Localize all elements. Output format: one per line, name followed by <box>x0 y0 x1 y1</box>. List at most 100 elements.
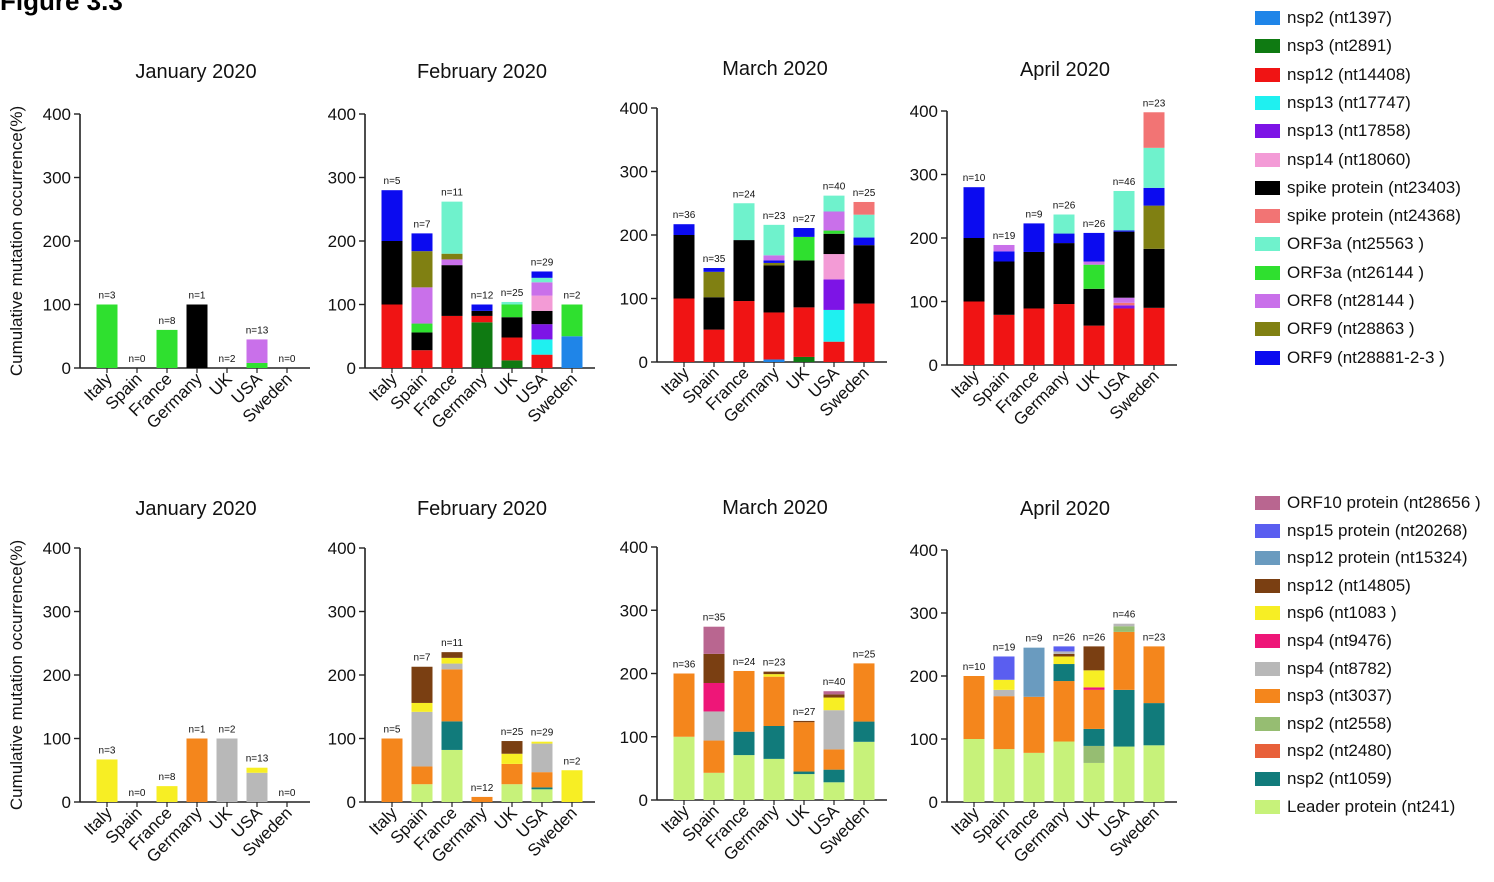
bar-segment <box>441 657 463 664</box>
n-label: n=26 <box>1083 632 1106 643</box>
bar-segment <box>673 235 695 299</box>
legend-swatch <box>1255 265 1280 280</box>
bar-segment <box>1083 288 1105 326</box>
bar-segment <box>1053 741 1075 802</box>
bar-segment <box>853 237 875 246</box>
y-axis-label: Cumulative mutation occurrence(%) <box>7 540 26 810</box>
n-label: n=23 <box>1143 632 1166 643</box>
y-tick-label: 300 <box>328 603 356 622</box>
y-tick-label: 200 <box>910 229 938 248</box>
bar-segment <box>441 749 463 802</box>
bar-segment <box>703 329 725 362</box>
n-label: n=11 <box>441 638 463 649</box>
y-tick-label: 0 <box>347 359 356 378</box>
bar-segment <box>673 673 695 737</box>
bar-segment <box>853 214 875 238</box>
bar-segment <box>531 787 553 790</box>
bar-segment <box>853 741 875 800</box>
y-tick-label: 300 <box>910 166 938 185</box>
bar-segment <box>703 653 725 683</box>
y-tick-label: 200 <box>620 665 648 684</box>
y-tick-label: 400 <box>620 99 648 118</box>
bar-segment <box>501 741 523 754</box>
bar-segment <box>411 332 433 351</box>
n-label: n=24 <box>733 189 756 200</box>
bar-segment <box>531 772 553 788</box>
panel-title: January 2020 <box>135 498 256 520</box>
y-tick-label: 400 <box>328 539 356 558</box>
y-tick-label: 100 <box>43 296 71 315</box>
bar-segment <box>411 702 433 712</box>
bar-segment <box>1113 308 1135 365</box>
bar-segment <box>763 255 785 261</box>
bar-segment <box>823 254 845 280</box>
legend-label: nsp3 (nt3037) <box>1287 686 1392 706</box>
y-tick-label: 0 <box>62 359 71 378</box>
y-tick-label: 400 <box>620 538 648 557</box>
bar-segment <box>823 211 845 231</box>
bar-segment <box>1143 307 1165 365</box>
legend-label: ORF3a (nt25563 ) <box>1287 234 1425 254</box>
bar-segment <box>703 297 725 330</box>
bar-segment <box>186 304 208 368</box>
n-label: n=24 <box>733 657 756 668</box>
legend-swatch <box>1255 39 1280 54</box>
bar-segment <box>471 796 493 802</box>
panel-title: January 2020 <box>135 61 256 83</box>
bar-segment <box>1143 248 1165 308</box>
bar-segment <box>561 304 583 337</box>
legend-swatch <box>1255 523 1280 538</box>
bar-segment <box>411 323 433 333</box>
bar-segment <box>763 674 785 677</box>
n-label: n=8 <box>159 772 176 783</box>
bar-segment <box>501 753 523 764</box>
legend-label: ORF10 protein (nt28656 ) <box>1287 493 1481 512</box>
bar-segment <box>673 224 695 235</box>
bar-segment <box>793 260 815 308</box>
bar-segment <box>381 738 403 802</box>
bar-segment <box>1113 305 1135 309</box>
legend-swatch <box>1255 350 1280 365</box>
n-label: n=5 <box>384 176 401 187</box>
bar-segment <box>993 656 1015 680</box>
bar-segment <box>246 362 268 368</box>
bar-segment <box>1083 687 1105 690</box>
n-label: n=0 <box>129 788 146 799</box>
legend-label: nsp6 (nt1083 ) <box>1287 603 1397 623</box>
bar-segment <box>561 770 583 802</box>
legend-label: spike protein (nt24368) <box>1287 206 1461 226</box>
bar-segment <box>531 354 553 368</box>
legend-label: nsp2 (nt1397) <box>1287 8 1392 27</box>
bar-segment <box>96 759 118 802</box>
bar-segment <box>703 711 725 741</box>
bar-segment <box>1053 646 1075 652</box>
n-label: n=36 <box>673 210 696 221</box>
bar-segment <box>531 743 553 773</box>
legend-swatch <box>1255 744 1280 759</box>
bar-segment <box>993 261 1015 315</box>
bar-segment <box>531 339 553 355</box>
y-tick-label: 200 <box>43 666 71 685</box>
bar-segment <box>501 304 523 318</box>
n-label: n=3 <box>99 745 116 756</box>
bar-segment <box>733 670 755 732</box>
n-label: n=1 <box>189 291 206 302</box>
legend-swatch <box>1255 124 1280 139</box>
y-tick-label: 200 <box>328 666 356 685</box>
bar-segment <box>471 322 493 368</box>
y-tick-label: 0 <box>639 353 648 372</box>
legend-label: nsp12 (nt14408) <box>1287 64 1411 84</box>
n-label: n=26 <box>1053 201 1076 212</box>
bar-segment <box>793 720 815 723</box>
bar-segment <box>1083 646 1105 671</box>
bar-segment <box>471 304 493 311</box>
bar-segment <box>1113 631 1135 690</box>
bar-segment <box>1053 243 1075 305</box>
y-tick-label: 0 <box>639 791 648 810</box>
legend-label: nsp2 (nt1059) <box>1287 769 1392 788</box>
n-label: n=27 <box>793 214 816 225</box>
n-label: n=25 <box>853 649 876 660</box>
n-label: n=29 <box>531 257 554 268</box>
bar-segment <box>1023 251 1045 309</box>
bar-segment <box>441 663 463 670</box>
